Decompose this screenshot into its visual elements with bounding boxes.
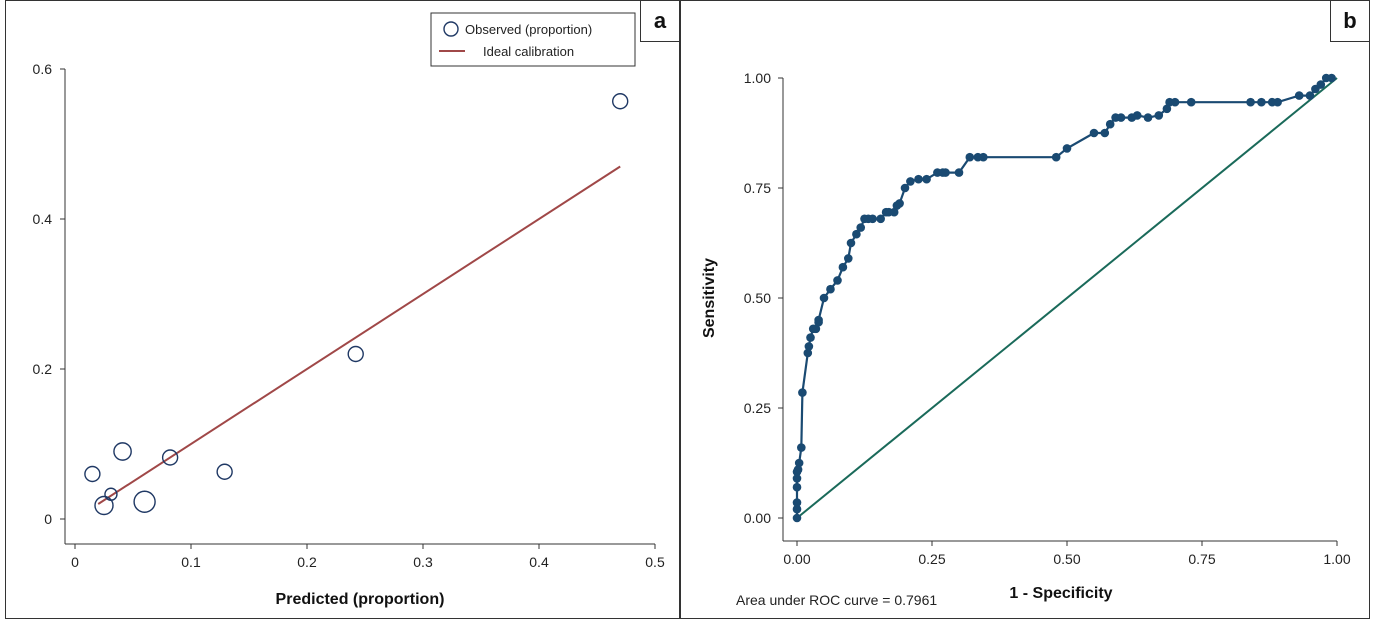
calibration-plot-panel: 0 0.1 0.2 0.3 0.4 0.5 0 0.2 0.4 0.6 Predicted (pro…	[5, 0, 680, 619]
observed-point	[104, 487, 118, 501]
y-axis-title: Sensitivity	[701, 258, 718, 338]
roc-point	[1154, 111, 1164, 120]
roc-point	[792, 482, 802, 492]
roc-point	[1143, 113, 1153, 122]
roc-point	[1105, 119, 1115, 129]
y-tick-label: 0.00	[744, 510, 771, 526]
roc-point	[941, 168, 950, 177]
roc-point	[1132, 111, 1142, 120]
roc-point	[906, 177, 915, 186]
roc-point	[819, 293, 829, 303]
roc-point	[1257, 97, 1266, 107]
y-tick-label: 0.6	[33, 61, 53, 77]
calibration-plot: 0 0.1 0.2 0.3 0.4 0.5 0 0.2 0.4 0.6 Predicted (pro…	[33, 12, 665, 608]
roc-point	[793, 465, 803, 474]
x-tick-label: 0.25	[918, 551, 945, 567]
legend-box	[430, 12, 636, 67]
reference-line	[796, 77, 1338, 519]
x-tick-label: 0.2	[297, 554, 317, 570]
legend-ideal-label: Ideal calibration	[483, 44, 574, 59]
roc-point	[895, 199, 904, 208]
observed-point	[113, 442, 132, 461]
observed-point	[161, 449, 179, 466]
roc-point	[1062, 144, 1072, 153]
panel-a-label: a	[640, 1, 679, 42]
panel-b-label: b	[1330, 1, 1369, 42]
roc-point	[852, 229, 861, 239]
roc-point	[965, 152, 975, 162]
roc-point	[826, 284, 835, 294]
x-tick-label: 1.00	[1323, 551, 1350, 567]
roc-point	[1316, 80, 1326, 89]
x-axis-title: Predicted (proportion)	[276, 591, 445, 608]
observed-point	[94, 495, 114, 516]
x-tick-label: 0.00	[783, 551, 810, 567]
legend-observed-marker	[443, 21, 459, 37]
roc-point	[792, 498, 802, 507]
auc-annotation: Area under ROC curve = 0.7961	[736, 592, 937, 608]
roc-point	[814, 315, 823, 325]
roc-point	[1170, 97, 1180, 107]
x-tick-label: 0	[71, 554, 79, 570]
roc-point	[803, 348, 813, 358]
x-tick-label: 0.5	[645, 554, 665, 570]
x-tick-label: 0.75	[1188, 551, 1215, 567]
roc-point	[1273, 97, 1282, 107]
legend-observed-label: Observed (proportion)	[465, 22, 592, 37]
roc-point	[1246, 97, 1255, 107]
roc-point	[792, 474, 802, 483]
roc-point	[792, 504, 802, 514]
roc-point	[1162, 104, 1172, 114]
y-tick-label: 0.2	[33, 361, 53, 377]
roc-point	[1186, 97, 1196, 107]
roc-point	[838, 262, 848, 272]
roc-point	[868, 214, 877, 224]
roc-point	[979, 152, 988, 162]
observed-point	[612, 93, 629, 110]
roc-point	[792, 513, 802, 523]
x-tick-label: 0.1	[181, 554, 201, 570]
x-axis-title: 1 - Specificity	[1009, 585, 1112, 602]
x-tick-label: 0.50	[1053, 551, 1080, 567]
roc-point	[900, 183, 910, 193]
roc-point	[856, 223, 866, 232]
roc-point	[1089, 128, 1099, 138]
roc-point	[914, 174, 923, 184]
roc-point	[846, 238, 856, 248]
roc-curve-plot: 0.00 0.25 0.50 0.75 1.00 0.00 0.25 0.50 0.75 1.00…	[701, 70, 1351, 608]
observed-point	[216, 463, 233, 480]
roc-point	[811, 324, 821, 334]
observed-point	[84, 465, 101, 483]
roc-point	[1327, 73, 1336, 83]
roc-point	[844, 254, 853, 263]
roc-point	[1051, 152, 1061, 162]
observed-point	[133, 490, 156, 513]
roc-point	[1100, 128, 1110, 138]
roc-point	[1116, 113, 1126, 122]
x-tick-label: 0.3	[413, 554, 433, 570]
roc-point	[954, 168, 964, 177]
y-tick-label: 0.4	[33, 211, 53, 227]
roc-point	[889, 207, 899, 217]
y-tick-label: 1.00	[744, 70, 771, 86]
observed-point	[347, 345, 364, 363]
roc-point	[797, 443, 806, 452]
y-tick-label: 0.50	[744, 290, 771, 306]
roc-point	[922, 174, 931, 184]
roc-curve-panel: 0.00 0.25 0.50 0.75 1.00 0.00 0.25 0.50 0.75 1.00…	[680, 0, 1370, 619]
x-tick-label: 0.4	[529, 554, 549, 570]
roc-point	[804, 342, 814, 351]
roc-point	[806, 333, 815, 342]
roc-point	[1305, 91, 1315, 100]
ideal-calibration-line	[97, 165, 621, 505]
y-tick-label: 0	[44, 511, 52, 527]
y-tick-label: 0.75	[744, 180, 771, 196]
roc-point	[794, 458, 804, 468]
roc-point	[1294, 91, 1304, 100]
roc-point	[798, 388, 807, 397]
roc-point	[876, 214, 885, 224]
y-tick-label: 0.25	[744, 400, 771, 416]
roc-point	[833, 276, 842, 285]
